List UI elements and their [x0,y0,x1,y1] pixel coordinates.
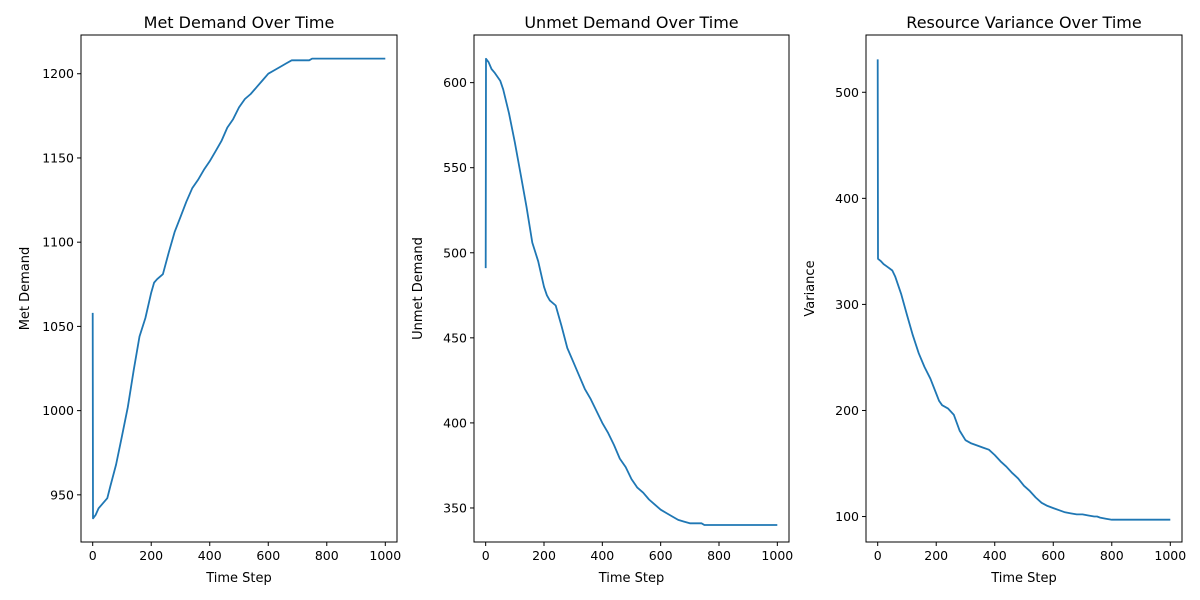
variance-xlabel: Time Step [990,571,1057,586]
met-demand-axes-frame [80,34,398,543]
met-demand-xlabel: Time Step [205,571,272,586]
unmet-demand-ytick-label: 550 [443,160,467,175]
variance-series-line [876,59,1171,521]
variance-axes-frame [865,34,1183,543]
met-demand-xtick-label: 0 [89,548,97,563]
met-demand-xtick-label: 800 [315,548,339,563]
variance-ytick-label: 200 [835,403,859,418]
met-demand-xtick-label: 600 [256,548,280,563]
met-demand-ylabel: Met Demand [18,247,33,331]
variance-xtick-label: 600 [1041,548,1065,563]
met-demand-ytick-label: 1150 [42,150,74,165]
met-demand-ytick-label: 1000 [42,403,74,418]
unmet-demand-ytick-label: 600 [443,75,467,90]
met-demand-title: Met Demand Over Time [144,13,335,32]
met-demand-ytick-label: 950 [50,487,74,502]
variance-ytick-label: 300 [835,297,859,312]
unmet-demand-ytick-label: 400 [443,415,467,430]
unmet-demand-ytick-label: 350 [443,500,467,515]
variance-ytick-label: 500 [835,85,859,100]
unmet-demand-series-line [484,57,778,526]
met-demand-ytick-label: 1050 [42,319,74,334]
unmet-demand-xtick-label: 600 [649,548,673,563]
met-demand-ytick-label: 1200 [42,66,74,81]
variance-ylabel: Variance [803,260,818,316]
unmet-demand-xtick-label: 800 [707,548,731,563]
met-demand-ytick-label: 1100 [42,235,74,250]
unmet-demand-ytick-label: 450 [443,330,467,345]
variance-xtick-label: 200 [924,548,948,563]
unmet-demand-title: Unmet Demand Over Time [524,13,738,32]
variance-ytick-label: 100 [835,509,859,524]
met-demand-series-line [91,57,386,520]
unmet-demand-xtick-label: 1000 [761,548,793,563]
variance-xtick-label: 0 [874,548,882,563]
unmet-demand-axes-frame [473,34,790,543]
variance-xtick-label: 1000 [1154,548,1186,563]
chart-met-demand: Met Demand Over Time 0 200 400 600 800 1000 950… [18,13,401,586]
unmet-demand-xtick-label: 200 [532,548,556,563]
met-demand-xtick-label: 200 [139,548,163,563]
variance-xtick-label: 800 [1100,548,1124,563]
unmet-demand-ylabel: Unmet Demand [411,237,426,340]
met-demand-xtick-label: 400 [198,548,222,563]
variance-ytick-label: 400 [835,191,859,206]
unmet-demand-xlabel: Time Step [598,571,665,586]
chart-unmet-demand: Unmet Demand Over Time 0 200 400 600 800 1000 3… [411,13,793,586]
unmet-demand-xtick-label: 0 [482,548,490,563]
met-demand-xtick-label: 1000 [369,548,401,563]
variance-xtick-label: 400 [983,548,1007,563]
unmet-demand-ytick-label: 500 [443,245,467,260]
variance-title: Resource Variance Over Time [906,13,1141,32]
chart-resource-variance: Resource Variance Over Time 0 200 400 600 800… [803,13,1186,586]
unmet-demand-xtick-label: 400 [590,548,614,563]
